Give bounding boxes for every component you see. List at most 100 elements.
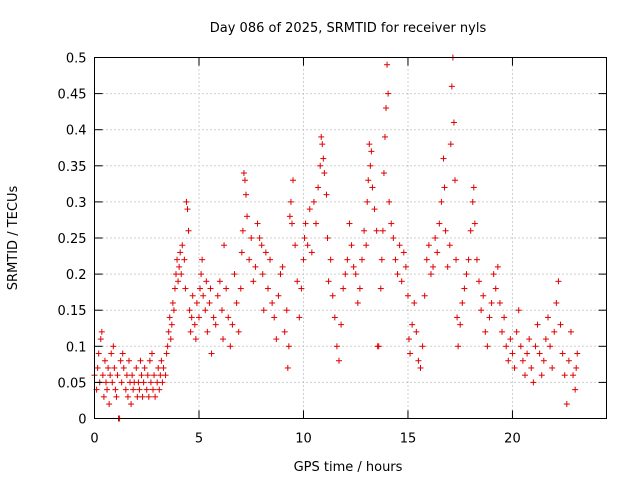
data-point [117, 357, 124, 364]
data-point [448, 83, 455, 90]
data-point [237, 285, 244, 292]
data-point [200, 292, 207, 299]
data-point [402, 263, 409, 270]
data-point [553, 299, 560, 306]
data-point [532, 343, 539, 350]
data-point [125, 357, 132, 364]
x-tick-label: 0 [90, 432, 98, 447]
data-point [95, 350, 102, 357]
data-point [358, 256, 365, 263]
data-point [524, 350, 531, 357]
data-point [310, 198, 317, 205]
data-point [480, 292, 487, 299]
data-point [467, 227, 474, 234]
data-point [321, 170, 328, 177]
data-point [396, 242, 403, 249]
data-point [517, 343, 524, 350]
data-point [423, 256, 430, 263]
data-point [320, 155, 327, 162]
data-point [567, 328, 574, 335]
data-point [329, 292, 336, 299]
data-point [256, 235, 263, 241]
data-point [557, 321, 564, 328]
data-point [258, 242, 265, 249]
data-point [369, 184, 376, 191]
data-point [262, 249, 269, 256]
y-tick-label: 0.1 [66, 340, 87, 355]
data-point [156, 386, 163, 393]
data-point [204, 328, 211, 335]
x-tick-label: 15 [400, 432, 417, 447]
data-point [378, 256, 385, 263]
data-point [384, 61, 391, 68]
data-point [212, 321, 219, 328]
data-point [163, 350, 170, 357]
data-point [544, 314, 551, 321]
data-point [519, 357, 526, 364]
data-point [478, 307, 485, 314]
data-point [206, 299, 213, 306]
data-point [275, 292, 282, 299]
data-point [169, 299, 176, 306]
data-point [119, 350, 126, 357]
y-tick-label: 0.05 [58, 376, 87, 391]
data-point [538, 372, 545, 379]
data-point [470, 184, 477, 191]
data-point [390, 235, 397, 241]
data-point [377, 285, 384, 292]
data-point [511, 364, 518, 371]
data-point [381, 133, 388, 140]
data-point [450, 119, 457, 126]
data-point [308, 249, 315, 256]
data-point [225, 314, 232, 321]
data-point [380, 170, 387, 177]
data-point [555, 278, 562, 285]
data-point [229, 321, 236, 328]
data-point [459, 299, 466, 306]
y-tick-label: 0.3 [66, 196, 87, 211]
data-point [430, 263, 437, 270]
data-point [473, 256, 480, 263]
ticks-layer: 0 0.05 0.1 0.15 0.2 0.25 0.3 0.35 0.4 0.45 0.5 0 5 10… [58, 52, 607, 447]
data-point [145, 393, 152, 400]
data-point [302, 220, 309, 227]
data-point [530, 379, 537, 386]
data-point [98, 328, 105, 335]
data-point [454, 314, 461, 321]
data-point [168, 321, 175, 328]
data-point [513, 328, 520, 335]
data-point [123, 372, 130, 379]
data-point [151, 372, 158, 379]
data-point [199, 256, 206, 263]
data-point [135, 379, 142, 386]
data-point [354, 299, 361, 306]
data-point [411, 299, 418, 306]
data-point [162, 372, 169, 379]
y-tick-label: 0.45 [58, 88, 87, 103]
data-point [526, 336, 533, 343]
data-point [446, 242, 453, 249]
data-point [186, 307, 193, 314]
data-point [158, 357, 165, 364]
data-point [233, 299, 240, 306]
data-point [494, 263, 501, 270]
data-point [118, 379, 125, 386]
x-axis-label: GPS time / hours [294, 460, 403, 475]
data-point [549, 364, 556, 371]
data-point [218, 307, 225, 314]
data-point [338, 321, 345, 328]
data-point [442, 227, 449, 234]
data-point [107, 372, 114, 379]
data-point [130, 386, 137, 393]
data-point [192, 336, 199, 343]
data-point [331, 314, 338, 321]
data-point [298, 285, 305, 292]
data-point [167, 336, 174, 343]
data-point [528, 364, 535, 371]
data-point [97, 336, 104, 343]
data-point [248, 235, 255, 241]
data-point [574, 350, 581, 357]
data-point [356, 285, 363, 292]
data-point [175, 278, 182, 285]
data-point [112, 386, 119, 393]
